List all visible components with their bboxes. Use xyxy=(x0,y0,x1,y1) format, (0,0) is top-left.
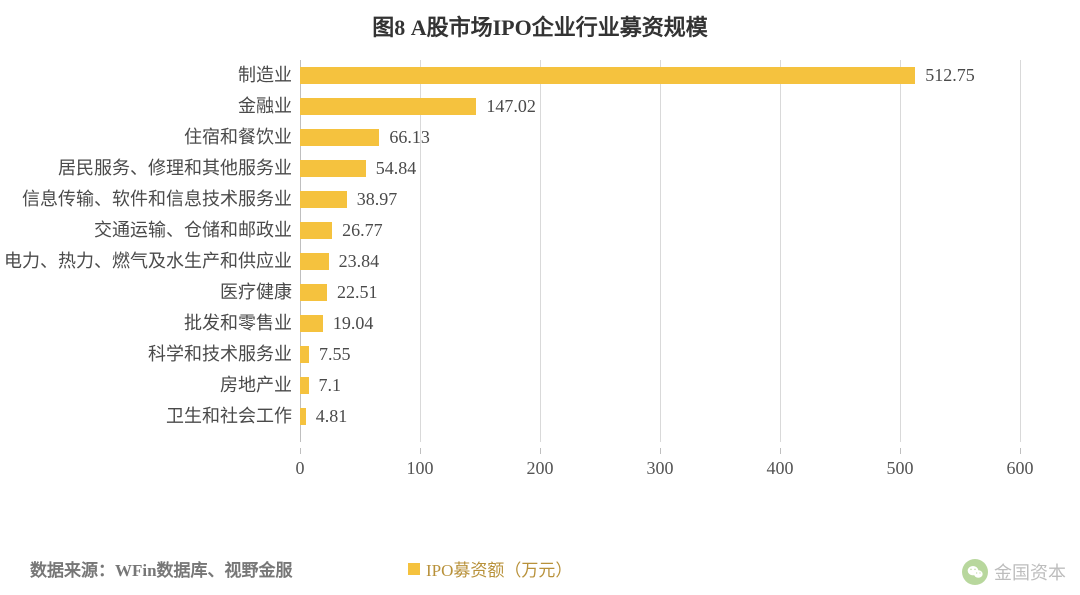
value-label: 54.84 xyxy=(376,153,417,184)
bar xyxy=(300,408,306,425)
x-axis-label: 300 xyxy=(647,458,674,479)
legend-swatch xyxy=(408,563,420,575)
category-label: 信息传输、软件和信息技术服务业 xyxy=(0,184,292,215)
category-label: 居民服务、修理和其他服务业 xyxy=(0,153,292,184)
value-label: 22.51 xyxy=(337,277,378,308)
category-label: 批发和零售业 xyxy=(0,308,292,339)
data-source: 数据来源：WFin数据库、视野金服 xyxy=(30,556,293,581)
bar-row: 科学和技术服务业 7.55 xyxy=(0,339,1080,370)
x-tick xyxy=(900,448,901,454)
bar xyxy=(300,346,309,363)
category-label: 卫生和社会工作 xyxy=(0,401,292,432)
bar xyxy=(300,284,327,301)
x-tick xyxy=(540,448,541,454)
bar-row: 住宿和餐饮业 66.13 xyxy=(0,122,1080,153)
bar-row: 交通运输、仓储和邮政业 26.77 xyxy=(0,215,1080,246)
bar xyxy=(300,160,366,177)
bar-row: 居民服务、修理和其他服务业 54.84 xyxy=(0,153,1080,184)
value-label: 7.55 xyxy=(319,339,351,370)
x-axis-label: 100 xyxy=(407,458,434,479)
x-tick xyxy=(1020,448,1021,454)
watermark-text: 金国资本 xyxy=(994,559,1066,585)
wechat-icon xyxy=(962,559,988,585)
value-label: 38.97 xyxy=(357,184,398,215)
value-label: 66.13 xyxy=(389,122,430,153)
bar-row: 信息传输、软件和信息技术服务业 38.97 xyxy=(0,184,1080,215)
bar-row: 电力、热力、燃气及水生产和供应业 23.84 xyxy=(0,246,1080,277)
bar xyxy=(300,191,347,208)
category-label: 房地产业 xyxy=(0,370,292,401)
bar-row: 医疗健康 22.51 xyxy=(0,277,1080,308)
x-tick xyxy=(420,448,421,454)
bar xyxy=(300,377,309,394)
category-label: 金融业 xyxy=(0,91,292,122)
watermark: 金国资本 xyxy=(962,559,1066,585)
legend-label: IPO募资额（万元） xyxy=(426,556,572,581)
x-axis-label: 500 xyxy=(887,458,914,479)
value-label: 4.81 xyxy=(316,401,348,432)
x-tick xyxy=(300,448,301,454)
legend: IPO募资额（万元） xyxy=(408,556,572,581)
bar xyxy=(300,98,476,115)
x-tick xyxy=(780,448,781,454)
x-tick xyxy=(660,448,661,454)
bar-row: 卫生和社会工作 4.81 xyxy=(0,401,1080,432)
bar-row: 房地产业 7.1 xyxy=(0,370,1080,401)
bar xyxy=(300,315,323,332)
x-axis-label: 0 xyxy=(296,458,305,479)
value-label: 26.77 xyxy=(342,215,383,246)
bar-row: 制造业 512.75 xyxy=(0,60,1080,91)
bar-row: 批发和零售业 19.04 xyxy=(0,308,1080,339)
value-label: 7.1 xyxy=(319,370,342,401)
category-label: 交通运输、仓储和邮政业 xyxy=(0,215,292,246)
category-label: 电力、热力、燃气及水生产和供应业 xyxy=(0,246,292,277)
value-label: 512.75 xyxy=(925,60,975,91)
footer-row: 数据来源：WFin数据库、视野金服 IPO募资额（万元） 金国资本 xyxy=(0,553,1080,595)
category-label: 住宿和餐饮业 xyxy=(0,122,292,153)
category-label: 医疗健康 xyxy=(0,277,292,308)
x-axis-label: 200 xyxy=(527,458,554,479)
x-axis-label: 600 xyxy=(1007,458,1034,479)
bar xyxy=(300,222,332,239)
bar xyxy=(300,67,915,84)
chart-title: 图8 A股市场IPO企业行业募资规模 xyxy=(0,0,1080,42)
value-label: 23.84 xyxy=(339,246,380,277)
chart-area: 0100200300400500600 制造业512.75金融业147.02住宿… xyxy=(0,50,1080,520)
category-label: 科学和技术服务业 xyxy=(0,339,292,370)
bar xyxy=(300,129,379,146)
value-label: 19.04 xyxy=(333,308,374,339)
bar-row: 金融业 147.02 xyxy=(0,91,1080,122)
x-axis-label: 400 xyxy=(767,458,794,479)
category-label: 制造业 xyxy=(0,60,292,91)
value-label: 147.02 xyxy=(486,91,536,122)
bar xyxy=(300,253,329,270)
